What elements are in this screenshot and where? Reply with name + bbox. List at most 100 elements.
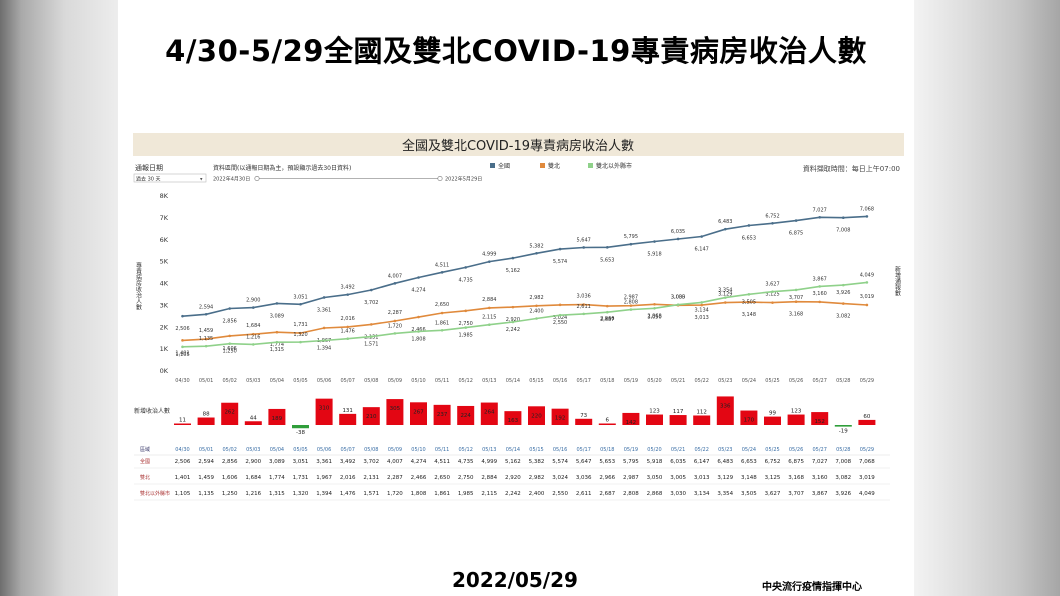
data-point: [252, 332, 255, 336]
data-point: [228, 334, 231, 338]
range-slider-end-handle[interactable]: [437, 176, 443, 182]
data-point: [582, 303, 585, 306]
table-cell: 2,550: [552, 491, 568, 497]
data-label: 3,707: [789, 295, 803, 301]
data-point: [700, 301, 703, 304]
table-header-date: 05/07: [340, 447, 354, 453]
data-point: [275, 340, 279, 344]
y-tick-label: 4K: [160, 280, 169, 288]
x-tick-label: 05/22: [694, 378, 708, 384]
table-cell: 6,875: [788, 459, 804, 465]
data-label: 1,808: [411, 336, 425, 342]
new-admissions-value: -38: [296, 430, 305, 436]
data-label: 2,115: [482, 315, 496, 321]
data-label: 3,089: [270, 313, 284, 319]
data-point: [794, 300, 798, 304]
data-point: [794, 219, 798, 222]
legend-label-outside: 雙北以外縣市: [596, 162, 632, 170]
table-cell: 4,511: [434, 459, 450, 465]
data-point: [464, 326, 468, 329]
new-admissions-value: 170: [744, 418, 755, 424]
new-admissions-value: 336: [720, 403, 731, 409]
data-point: [535, 317, 538, 320]
data-point: [724, 301, 727, 304]
data-point: [464, 266, 468, 269]
data-point: [629, 308, 633, 311]
table-cell: 5,574: [552, 459, 568, 465]
data-label: 5,653: [600, 257, 614, 263]
new-admissions-value: 11: [179, 418, 186, 424]
new-admissions-value: 189: [272, 416, 283, 422]
table-cell: 1,684: [245, 475, 261, 481]
range-slider-start-handle[interactable]: [254, 176, 260, 182]
table-header-date: 05/27: [812, 447, 826, 453]
data-label: 2,594: [199, 304, 213, 310]
data-label: 7,027: [813, 207, 827, 213]
data-point: [181, 314, 184, 318]
table-cell: 2,868: [647, 491, 663, 497]
new-admissions-value: 210: [366, 414, 377, 420]
table-cell: 3,702: [363, 459, 379, 465]
new-admissions-bar: [197, 417, 215, 425]
data-label: 6,483: [718, 219, 732, 225]
new-admissions-bar: [221, 402, 239, 425]
x-tick-label: 05/10: [411, 378, 425, 384]
table-header-date: 05/05: [293, 447, 307, 453]
new-admissions-value: 6: [606, 418, 610, 424]
data-label: 1,250: [223, 349, 237, 355]
data-point: [204, 312, 208, 316]
table-cell: 2,400: [529, 491, 545, 497]
table-cell: 2,287: [387, 475, 403, 481]
data-point: [181, 345, 184, 349]
new-admissions-value: 123: [649, 409, 660, 415]
report-date-select[interactable]: [133, 173, 207, 183]
table-header-date: 05/17: [576, 447, 590, 453]
y-tick-label: 1K: [160, 345, 169, 353]
y-tick-label: 2K: [160, 323, 169, 331]
new-admissions-value: 262: [224, 410, 235, 416]
table-cell: 7,068: [859, 459, 875, 465]
data-point: [747, 293, 751, 296]
data-label: 1,315: [270, 347, 284, 353]
table-cell: 1,808: [411, 491, 427, 497]
new-admissions-bar: [528, 406, 545, 425]
data-label: 3,702: [364, 300, 378, 306]
data-label: 1,861: [435, 320, 449, 326]
y-tick-label: 3K: [160, 301, 169, 309]
new-admissions-bar: [504, 411, 522, 425]
data-point: [865, 303, 869, 307]
data-label: 2,750: [459, 321, 473, 327]
table-cell: 3,354: [717, 491, 733, 497]
new-admissions-bar: [174, 423, 191, 425]
new-admissions-value: 142: [626, 420, 637, 426]
new-admissions-value: 99: [769, 411, 776, 417]
data-point: [818, 300, 821, 304]
table-header-date: 05/06: [317, 447, 331, 453]
dashboard-title: 全國及雙北COVID-19專責病房收治人數: [402, 138, 634, 154]
data-point: [440, 311, 444, 315]
new-admissions-value: 267: [413, 409, 424, 415]
data-table: 區域 04/30 05/01 05/02 05/03 05/04 05/05 05/06 05/…: [134, 446, 890, 501]
table-cell: 3,129: [717, 475, 733, 481]
data-label: 1,216: [246, 334, 260, 340]
table-cell: 2,115: [481, 491, 497, 497]
data-label: 2,650: [435, 302, 449, 308]
table-cell: 1,459: [198, 475, 214, 481]
data-point: [582, 312, 585, 316]
table-header-date: 05/02: [222, 447, 236, 453]
data-point: [653, 306, 656, 310]
table-cell: 3,926: [835, 491, 851, 497]
data-label: 2,856: [223, 319, 237, 325]
table-header-date: 05/11: [435, 447, 449, 453]
data-point: [252, 343, 255, 346]
data-label: 3,024: [553, 315, 567, 321]
data-point: [842, 283, 845, 287]
x-tick-label: 05/11: [435, 378, 449, 384]
new-admissions-bar: [740, 410, 758, 425]
table-cell: 7,027: [812, 459, 828, 465]
table-cell: 5,162: [505, 459, 521, 465]
table-header-date: 05/24: [742, 447, 756, 453]
data-label: 3,134: [695, 307, 709, 313]
data-label: 2,987: [624, 295, 638, 301]
